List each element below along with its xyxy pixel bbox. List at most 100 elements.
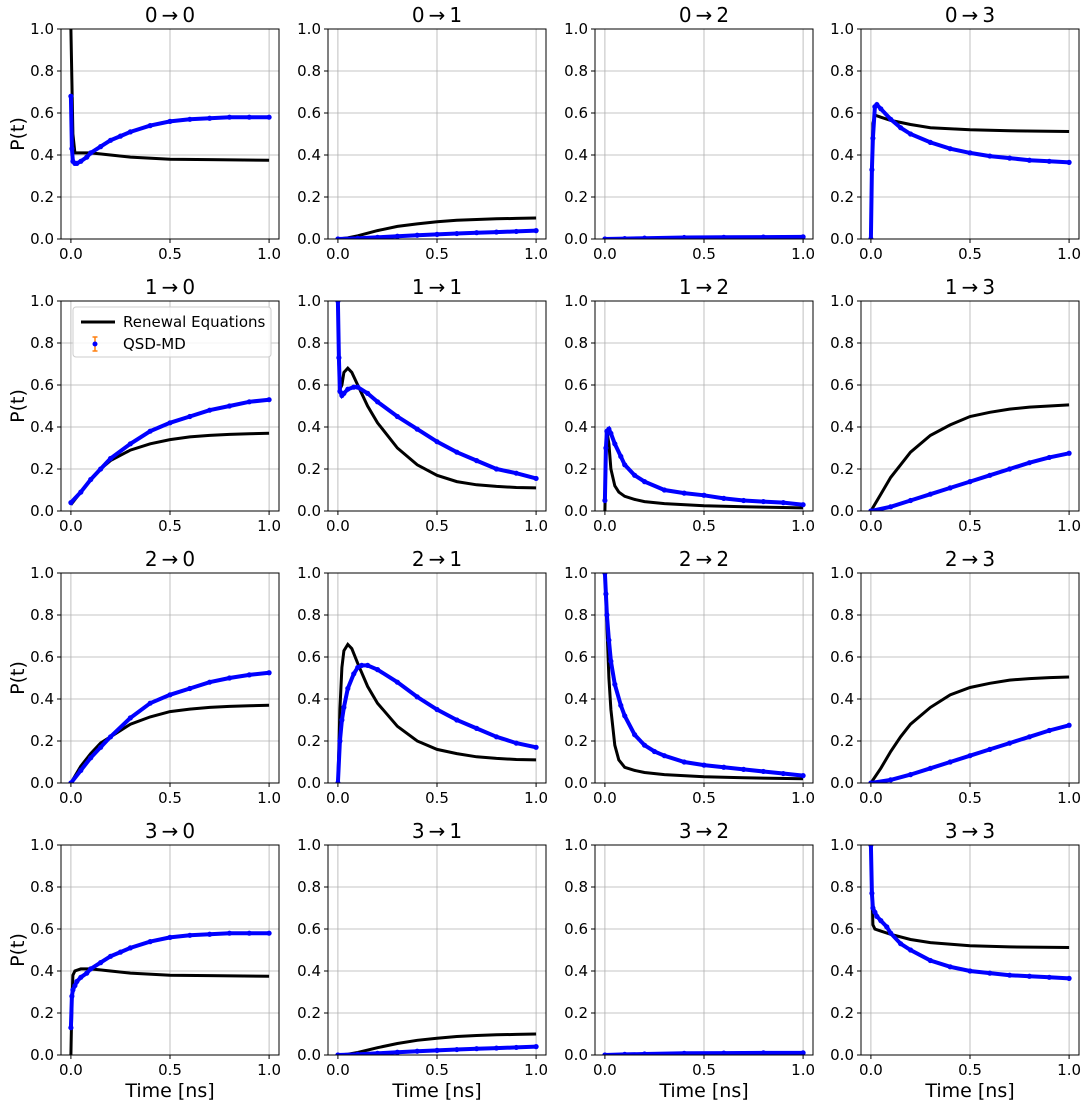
qsd-md-point — [84, 970, 90, 976]
plot-area — [68, 670, 272, 783]
qsd-md-point — [721, 1050, 727, 1055]
qsd-md-point — [780, 770, 786, 777]
subplot-title: 2 → 1 — [412, 547, 462, 571]
y-tick-label: 0.6 — [564, 920, 588, 938]
qsd-md-point — [365, 390, 371, 396]
x-tick-label: 0.5 — [958, 1061, 982, 1079]
qsd-md-point — [374, 667, 381, 673]
qsd-md-point — [147, 939, 153, 945]
qsd-md-point — [869, 890, 875, 896]
qsd-md-point — [1046, 454, 1052, 461]
qsd-md-point — [74, 160, 80, 166]
x-tick-label: 0.5 — [425, 1061, 449, 1079]
y-tick-label: 1.0 — [564, 564, 588, 582]
y-tick-label: 0.8 — [564, 878, 588, 896]
subplot-title: 0 → 1 — [412, 3, 462, 27]
plot-area — [602, 425, 806, 511]
y-tick-label: 0.4 — [830, 690, 854, 708]
qsd-md-point — [107, 734, 114, 740]
qsd-md-point — [88, 966, 94, 972]
qsd-md-point — [947, 964, 953, 970]
qsd-md-point — [187, 685, 193, 692]
qsd-md-point — [336, 355, 342, 361]
y-tick-label: 0.0 — [297, 502, 321, 520]
legend-renewal-label: Renewal Equations — [123, 313, 266, 331]
qsd-md-point — [533, 1044, 539, 1050]
qsd-md-point — [88, 755, 94, 761]
y-tick-label: 0.6 — [30, 104, 54, 122]
qsd-md-point — [117, 949, 124, 955]
qsd-md-point — [741, 497, 747, 504]
qsd-md-point — [68, 780, 74, 783]
y-tick-label: 0.6 — [297, 648, 321, 666]
qsd-md-point — [414, 232, 420, 238]
qsd-md-point — [394, 679, 400, 685]
qsd-md-point — [760, 498, 767, 505]
x-tick-label: 0.0 — [859, 1061, 883, 1079]
renewal-line — [337, 216, 537, 239]
x-tick-label: 1.0 — [524, 517, 548, 535]
qsd-md-point — [434, 231, 440, 237]
x-tick-label: 1.0 — [524, 789, 548, 807]
y-tick-label: 0.2 — [30, 1004, 54, 1022]
x-tick-label: 0.5 — [158, 517, 182, 535]
qsd-md-point — [874, 102, 880, 108]
y-tick-label: 0.8 — [564, 334, 588, 352]
qsd-md-point — [602, 573, 608, 576]
qsd-md-point — [474, 458, 480, 464]
qsd-md-point — [869, 167, 875, 173]
y-tick-label: 1.0 — [30, 292, 54, 310]
subplot-14: 0.0 0.2 0.4 0.6 0.8 1.0 0.0 0.5 1.0 3 → 2 Time [ns… — [564, 819, 815, 1102]
qsd-md-point — [760, 1050, 767, 1055]
y-tick-label: 0.0 — [830, 1046, 854, 1064]
x-tick-label: 0.0 — [859, 789, 883, 807]
qsd-md-point — [207, 931, 213, 937]
y-tick-label: 0.2 — [564, 188, 588, 206]
subplot-0: 0.0 0.2 0.4 0.6 0.8 1.0 0.0 0.5 1.0 0 → 0 P(t) — [7, 3, 281, 263]
qsd-md-point — [68, 1025, 74, 1031]
qsd-md-point — [335, 236, 341, 239]
y-tick-label: 0.2 — [30, 732, 54, 750]
qsd-md-point — [147, 123, 153, 129]
y-tick-label: 0.8 — [297, 62, 321, 80]
qsd-md-point — [98, 960, 104, 966]
qsd-md-point — [266, 670, 272, 676]
qsd-md-point — [888, 116, 894, 122]
qsd-md-point — [339, 717, 345, 723]
qsd-md-point — [947, 485, 953, 491]
qsd-md-point — [868, 845, 874, 848]
y-tick-label: 0.6 — [830, 104, 854, 122]
qsd-md-point — [641, 235, 648, 239]
subplot-3: 0.0 0.2 0.4 0.6 0.8 1.0 0.0 0.5 1.0 0 → 3 — [830, 3, 1081, 263]
qsd-md-point — [907, 772, 914, 778]
qsd-md-point — [351, 384, 357, 390]
qsd-md-point — [947, 759, 953, 765]
x-tick-label: 1.0 — [257, 517, 281, 535]
qsd-md-point — [474, 1046, 480, 1052]
qsd-md-point — [513, 1044, 519, 1051]
qsd-md-point — [701, 762, 707, 768]
y-tick-label: 0.8 — [830, 62, 854, 80]
qsd-md-point — [127, 441, 133, 447]
qsd-md-point — [907, 497, 914, 504]
qsd-md-point — [721, 764, 727, 770]
legend-qsd-label: QSD-MD — [123, 335, 186, 353]
y-tick-label: 0.0 — [564, 230, 588, 248]
qsd-md-point — [1066, 722, 1072, 728]
qsd-md-point — [68, 93, 74, 99]
subplot-title: 2 → 0 — [145, 547, 195, 571]
x-tick-label: 0.0 — [326, 517, 350, 535]
qsd-md-point — [493, 229, 500, 235]
x-tick-label: 0.0 — [59, 1061, 83, 1079]
qsd-md-point — [226, 675, 233, 681]
legend: Renewal Equations QSD-MD — [72, 306, 272, 358]
qsd-md-point — [1007, 972, 1013, 978]
y-axis-label: P(t) — [7, 117, 29, 151]
qsd-md-point — [533, 475, 539, 482]
qsd-md-point — [337, 388, 343, 394]
qsd-md-point — [987, 746, 993, 753]
qsd-md-point — [147, 428, 153, 434]
qsd-md-point — [98, 744, 104, 750]
qsd-md-point — [513, 740, 519, 746]
y-tick-label: 0.2 — [297, 1004, 321, 1022]
